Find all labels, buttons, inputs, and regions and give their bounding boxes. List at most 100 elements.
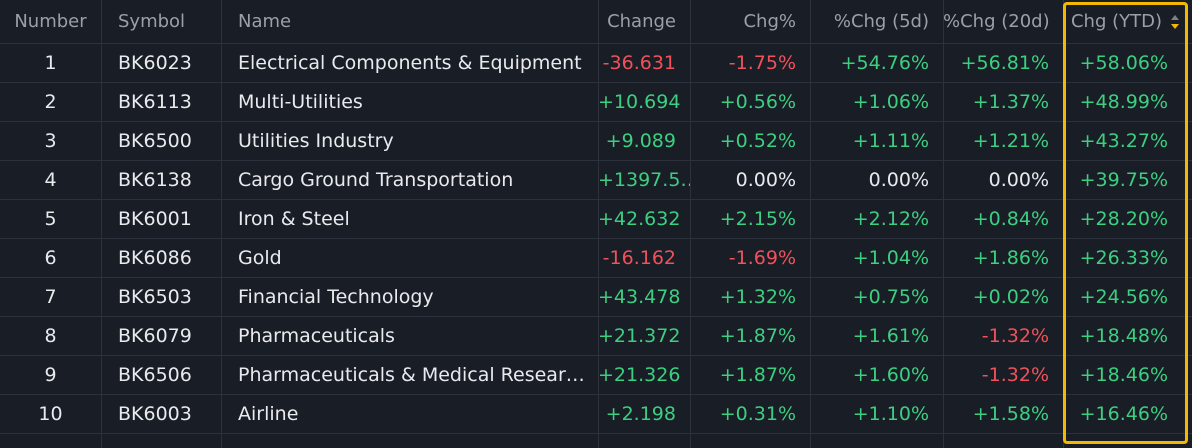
column-divider	[943, 0, 944, 448]
table-cell[interactable]: Gold	[238, 247, 282, 269]
table-cell[interactable]: Utilities Industry	[238, 130, 394, 152]
value-cell: +0.31%	[719, 403, 796, 425]
value-cell: +1.06%	[852, 91, 929, 113]
value-cell: +0.75%	[852, 286, 929, 308]
table-cell: 3	[44, 130, 57, 152]
value-cell: +21.372	[598, 325, 681, 347]
value-cell: +2.12%	[852, 208, 929, 230]
value-cell: +56.81%	[960, 52, 1049, 74]
table-cell: BK6138	[118, 169, 192, 191]
table-cell: BK6506	[118, 364, 192, 386]
row-divider	[0, 355, 1192, 356]
column-header[interactable]: Number	[14, 11, 87, 32]
row-divider	[0, 160, 1192, 161]
column-header[interactable]: Change	[607, 11, 676, 32]
table-cell: BK6500	[118, 130, 192, 152]
value-cell: 0.00%	[988, 169, 1049, 191]
table-cell[interactable]: Electrical Components & Equipment	[238, 52, 582, 74]
table-cell: 1	[44, 52, 57, 74]
table-cell: BK6001	[118, 208, 192, 230]
row-divider	[0, 394, 1192, 395]
table-cell: 9	[44, 364, 57, 386]
table-cell: BK6023	[118, 52, 192, 74]
table-cell: 8	[44, 325, 57, 347]
column-header[interactable]: Name	[238, 11, 292, 32]
value-cell: +28.20%	[1079, 208, 1168, 230]
value-cell: +0.02%	[972, 286, 1049, 308]
value-cell: +42.632	[598, 208, 681, 230]
value-cell: -1.32%	[981, 364, 1049, 386]
table-cell[interactable]: Pharmaceuticals	[238, 325, 395, 347]
column-divider	[598, 0, 599, 448]
value-cell: +18.48%	[1079, 325, 1168, 347]
value-cell: +18.46%	[1079, 364, 1168, 386]
table-cell: 5	[44, 208, 57, 230]
column-header[interactable]: Chg%	[743, 11, 796, 32]
table-cell[interactable]: Cargo Ground Transportation	[238, 169, 514, 191]
sort-icon[interactable]	[1170, 12, 1180, 32]
value-cell: +1.04%	[852, 247, 929, 269]
column-divider	[221, 0, 222, 448]
row-divider	[0, 433, 1192, 434]
table-cell: 10	[38, 403, 63, 425]
value-cell: -1.69%	[728, 247, 796, 269]
value-cell: +1.11%	[852, 130, 929, 152]
row-divider	[0, 199, 1192, 200]
value-cell: -16.162	[602, 247, 676, 269]
value-cell: +1.21%	[972, 130, 1049, 152]
table-cell: BK6079	[118, 325, 192, 347]
value-cell: +1.10%	[852, 403, 929, 425]
column-header[interactable]: %Chg (5d)	[833, 11, 929, 32]
value-cell: +0.52%	[719, 130, 796, 152]
value-cell: +21.326	[598, 364, 681, 386]
value-cell: +1.87%	[719, 325, 796, 347]
table-cell: BK6086	[118, 247, 192, 269]
row-divider	[0, 277, 1192, 278]
value-cell: +26.33%	[1079, 247, 1168, 269]
table-cell: 2	[44, 91, 57, 113]
value-cell: +1.60%	[852, 364, 929, 386]
value-cell: 0.00%	[735, 169, 796, 191]
row-divider	[0, 238, 1192, 239]
table-cell: BK6113	[118, 91, 192, 113]
table-cell[interactable]: Financial Technology	[238, 286, 434, 308]
value-cell: +9.089	[605, 130, 676, 152]
value-cell: +58.06%	[1079, 52, 1168, 74]
value-cell: +1.61%	[852, 325, 929, 347]
value-cell: +1397.5…	[598, 169, 690, 191]
value-cell: -1.75%	[728, 52, 796, 74]
value-cell: +1.58%	[972, 403, 1049, 425]
table-cell: 6	[44, 247, 57, 269]
column-header[interactable]: Symbol	[118, 11, 186, 32]
table-cell[interactable]: Airline	[238, 403, 299, 425]
value-cell: +10.694	[598, 91, 681, 113]
value-cell: +43.478	[598, 286, 681, 308]
value-cell: +48.99%	[1079, 91, 1168, 113]
column-header[interactable]: Chg (YTD)	[1070, 11, 1162, 32]
value-cell: +0.56%	[719, 91, 796, 113]
table-cell: 7	[44, 286, 57, 308]
column-header[interactable]: %Chg (20d)	[943, 11, 1050, 32]
value-cell: -1.32%	[981, 325, 1049, 347]
table-cell[interactable]: Iron & Steel	[238, 208, 350, 230]
row-divider	[0, 316, 1192, 317]
column-divider	[101, 0, 102, 448]
value-cell: +0.84%	[972, 208, 1049, 230]
row-divider	[0, 121, 1192, 122]
row-divider	[0, 82, 1192, 83]
value-cell: +2.198	[605, 403, 676, 425]
value-cell: 0.00%	[868, 169, 929, 191]
value-cell: -36.631	[602, 52, 676, 74]
value-cell: +43.27%	[1079, 130, 1168, 152]
value-cell: +1.32%	[719, 286, 796, 308]
value-cell: +24.56%	[1079, 286, 1168, 308]
column-divider	[810, 0, 811, 448]
table-cell[interactable]: Multi-Utilities	[238, 91, 363, 113]
value-cell: +1.87%	[719, 364, 796, 386]
table-cell[interactable]: Pharmaceuticals & Medical Resear…	[238, 364, 585, 386]
value-cell: +39.75%	[1079, 169, 1168, 191]
column-divider	[690, 0, 691, 448]
value-cell: +2.15%	[719, 208, 796, 230]
table-cell: BK6503	[118, 286, 192, 308]
